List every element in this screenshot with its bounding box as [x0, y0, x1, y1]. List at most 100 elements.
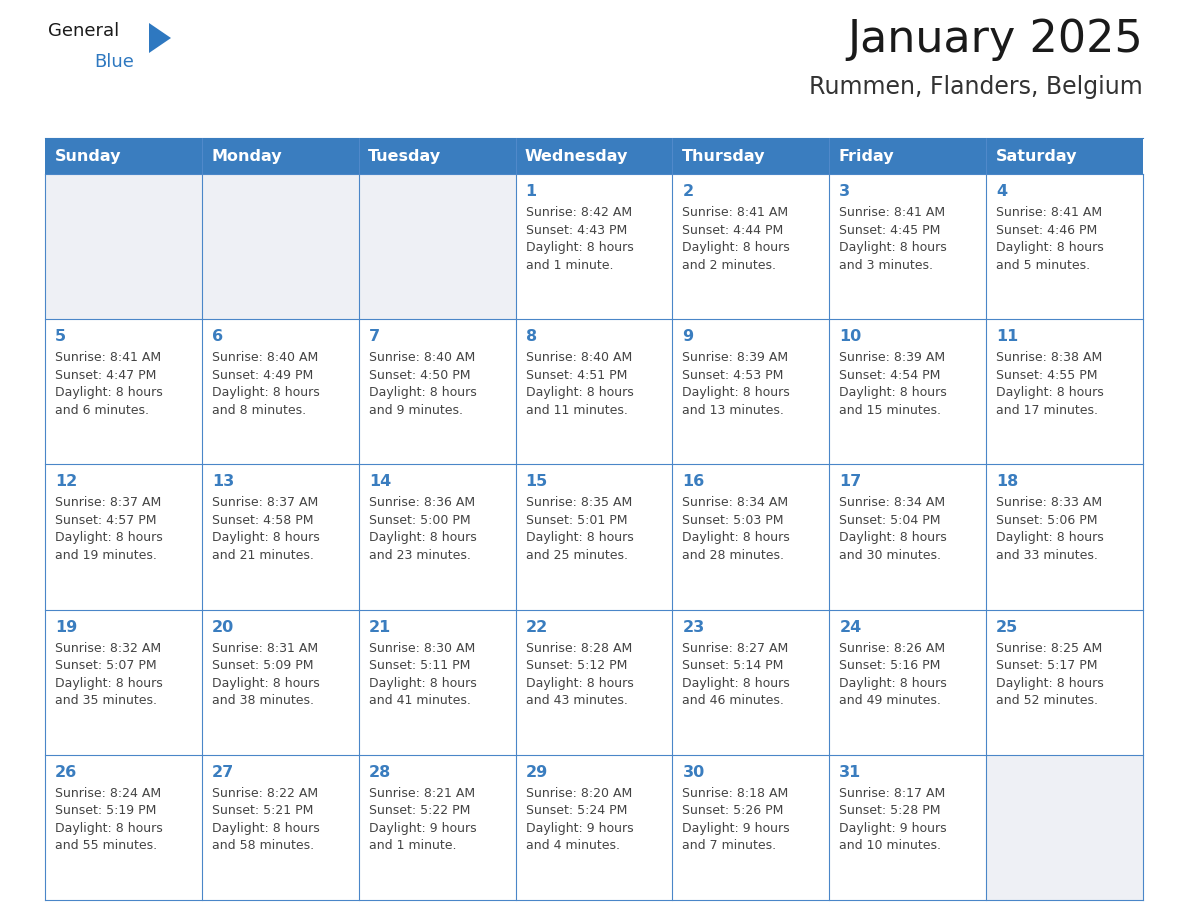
- Text: 2: 2: [682, 184, 694, 199]
- Bar: [672, 755, 829, 900]
- Text: General: General: [48, 22, 119, 40]
- Bar: [516, 465, 672, 610]
- Text: Sunrise: 8:41 AM
Sunset: 4:44 PM
Daylight: 8 hours
and 2 minutes.: Sunrise: 8:41 AM Sunset: 4:44 PM Dayligh…: [682, 206, 790, 272]
- Text: 9: 9: [682, 330, 694, 344]
- Bar: [829, 610, 986, 755]
- Bar: [986, 610, 1143, 755]
- Text: Sunrise: 8:40 AM
Sunset: 4:49 PM
Daylight: 8 hours
and 8 minutes.: Sunrise: 8:40 AM Sunset: 4:49 PM Dayligh…: [211, 352, 320, 417]
- Bar: [672, 138, 829, 174]
- Text: Sunrise: 8:41 AM
Sunset: 4:47 PM
Daylight: 8 hours
and 6 minutes.: Sunrise: 8:41 AM Sunset: 4:47 PM Dayligh…: [55, 352, 163, 417]
- Text: Sunrise: 8:20 AM
Sunset: 5:24 PM
Daylight: 9 hours
and 4 minutes.: Sunrise: 8:20 AM Sunset: 5:24 PM Dayligh…: [525, 787, 633, 852]
- Text: 16: 16: [682, 475, 704, 489]
- Text: Monday: Monday: [211, 149, 282, 163]
- Text: Sunrise: 8:33 AM
Sunset: 5:06 PM
Daylight: 8 hours
and 33 minutes.: Sunrise: 8:33 AM Sunset: 5:06 PM Dayligh…: [997, 497, 1104, 562]
- Bar: [516, 174, 672, 319]
- Text: 23: 23: [682, 620, 704, 634]
- Text: Thursday: Thursday: [682, 149, 765, 163]
- Bar: [516, 319, 672, 465]
- Text: Friday: Friday: [839, 149, 895, 163]
- Text: Sunrise: 8:18 AM
Sunset: 5:26 PM
Daylight: 9 hours
and 7 minutes.: Sunrise: 8:18 AM Sunset: 5:26 PM Dayligh…: [682, 787, 790, 852]
- Text: Sunrise: 8:37 AM
Sunset: 4:58 PM
Daylight: 8 hours
and 21 minutes.: Sunrise: 8:37 AM Sunset: 4:58 PM Dayligh…: [211, 497, 320, 562]
- Text: 10: 10: [839, 330, 861, 344]
- Text: 21: 21: [368, 620, 391, 634]
- Bar: [359, 755, 516, 900]
- Bar: [986, 174, 1143, 319]
- Bar: [986, 319, 1143, 465]
- Text: Sunrise: 8:42 AM
Sunset: 4:43 PM
Daylight: 8 hours
and 1 minute.: Sunrise: 8:42 AM Sunset: 4:43 PM Dayligh…: [525, 206, 633, 272]
- Text: Sunrise: 8:24 AM
Sunset: 5:19 PM
Daylight: 8 hours
and 55 minutes.: Sunrise: 8:24 AM Sunset: 5:19 PM Dayligh…: [55, 787, 163, 852]
- Text: Sunrise: 8:31 AM
Sunset: 5:09 PM
Daylight: 8 hours
and 38 minutes.: Sunrise: 8:31 AM Sunset: 5:09 PM Dayligh…: [211, 642, 320, 707]
- Text: Rummen, Flanders, Belgium: Rummen, Flanders, Belgium: [809, 75, 1143, 99]
- Bar: [359, 174, 516, 319]
- Bar: [829, 138, 986, 174]
- Bar: [516, 138, 672, 174]
- Text: Sunrise: 8:34 AM
Sunset: 5:03 PM
Daylight: 8 hours
and 28 minutes.: Sunrise: 8:34 AM Sunset: 5:03 PM Dayligh…: [682, 497, 790, 562]
- Bar: [672, 174, 829, 319]
- Bar: [986, 465, 1143, 610]
- Text: 12: 12: [55, 475, 77, 489]
- Bar: [202, 755, 359, 900]
- Text: 31: 31: [839, 765, 861, 779]
- Bar: [45, 755, 202, 900]
- Text: Sunrise: 8:39 AM
Sunset: 4:54 PM
Daylight: 8 hours
and 15 minutes.: Sunrise: 8:39 AM Sunset: 4:54 PM Dayligh…: [839, 352, 947, 417]
- Bar: [202, 465, 359, 610]
- Text: Sunrise: 8:39 AM
Sunset: 4:53 PM
Daylight: 8 hours
and 13 minutes.: Sunrise: 8:39 AM Sunset: 4:53 PM Dayligh…: [682, 352, 790, 417]
- Text: 7: 7: [368, 330, 380, 344]
- Bar: [516, 610, 672, 755]
- Text: Blue: Blue: [94, 53, 134, 71]
- Bar: [202, 319, 359, 465]
- Bar: [829, 755, 986, 900]
- Text: Sunrise: 8:34 AM
Sunset: 5:04 PM
Daylight: 8 hours
and 30 minutes.: Sunrise: 8:34 AM Sunset: 5:04 PM Dayligh…: [839, 497, 947, 562]
- Bar: [359, 138, 516, 174]
- Bar: [672, 319, 829, 465]
- Bar: [672, 610, 829, 755]
- Bar: [45, 319, 202, 465]
- Text: 20: 20: [211, 620, 234, 634]
- Text: 18: 18: [997, 475, 1018, 489]
- Bar: [359, 465, 516, 610]
- Text: 29: 29: [525, 765, 548, 779]
- Text: 8: 8: [525, 330, 537, 344]
- Text: Sunrise: 8:28 AM
Sunset: 5:12 PM
Daylight: 8 hours
and 43 minutes.: Sunrise: 8:28 AM Sunset: 5:12 PM Dayligh…: [525, 642, 633, 707]
- Text: January 2025: January 2025: [847, 18, 1143, 61]
- Text: Tuesday: Tuesday: [368, 149, 441, 163]
- Text: Saturday: Saturday: [996, 149, 1078, 163]
- Bar: [986, 755, 1143, 900]
- Text: Sunrise: 8:25 AM
Sunset: 5:17 PM
Daylight: 8 hours
and 52 minutes.: Sunrise: 8:25 AM Sunset: 5:17 PM Dayligh…: [997, 642, 1104, 707]
- Text: 22: 22: [525, 620, 548, 634]
- Bar: [672, 465, 829, 610]
- Text: 26: 26: [55, 765, 77, 779]
- Text: 27: 27: [211, 765, 234, 779]
- Text: Sunrise: 8:41 AM
Sunset: 4:45 PM
Daylight: 8 hours
and 3 minutes.: Sunrise: 8:41 AM Sunset: 4:45 PM Dayligh…: [839, 206, 947, 272]
- Text: Sunrise: 8:37 AM
Sunset: 4:57 PM
Daylight: 8 hours
and 19 minutes.: Sunrise: 8:37 AM Sunset: 4:57 PM Dayligh…: [55, 497, 163, 562]
- Text: Sunrise: 8:30 AM
Sunset: 5:11 PM
Daylight: 8 hours
and 41 minutes.: Sunrise: 8:30 AM Sunset: 5:11 PM Dayligh…: [368, 642, 476, 707]
- Bar: [516, 755, 672, 900]
- Text: Sunrise: 8:22 AM
Sunset: 5:21 PM
Daylight: 8 hours
and 58 minutes.: Sunrise: 8:22 AM Sunset: 5:21 PM Dayligh…: [211, 787, 320, 852]
- Text: Sunrise: 8:36 AM
Sunset: 5:00 PM
Daylight: 8 hours
and 23 minutes.: Sunrise: 8:36 AM Sunset: 5:00 PM Dayligh…: [368, 497, 476, 562]
- Text: 5: 5: [55, 330, 67, 344]
- Text: Sunrise: 8:40 AM
Sunset: 4:51 PM
Daylight: 8 hours
and 11 minutes.: Sunrise: 8:40 AM Sunset: 4:51 PM Dayligh…: [525, 352, 633, 417]
- Text: Sunrise: 8:32 AM
Sunset: 5:07 PM
Daylight: 8 hours
and 35 minutes.: Sunrise: 8:32 AM Sunset: 5:07 PM Dayligh…: [55, 642, 163, 707]
- Text: 14: 14: [368, 475, 391, 489]
- Text: Sunday: Sunday: [55, 149, 121, 163]
- Text: Sunrise: 8:41 AM
Sunset: 4:46 PM
Daylight: 8 hours
and 5 minutes.: Sunrise: 8:41 AM Sunset: 4:46 PM Dayligh…: [997, 206, 1104, 272]
- Bar: [45, 465, 202, 610]
- Text: 11: 11: [997, 330, 1018, 344]
- Bar: [202, 138, 359, 174]
- Text: 15: 15: [525, 475, 548, 489]
- Bar: [829, 465, 986, 610]
- Bar: [829, 319, 986, 465]
- Text: 4: 4: [997, 184, 1007, 199]
- Text: 17: 17: [839, 475, 861, 489]
- Text: 28: 28: [368, 765, 391, 779]
- Text: 24: 24: [839, 620, 861, 634]
- Bar: [359, 610, 516, 755]
- Bar: [986, 138, 1143, 174]
- Bar: [359, 319, 516, 465]
- Text: Wednesday: Wednesday: [525, 149, 628, 163]
- Text: 30: 30: [682, 765, 704, 779]
- Bar: [45, 610, 202, 755]
- Text: 1: 1: [525, 184, 537, 199]
- Bar: [45, 174, 202, 319]
- Text: Sunrise: 8:35 AM
Sunset: 5:01 PM
Daylight: 8 hours
and 25 minutes.: Sunrise: 8:35 AM Sunset: 5:01 PM Dayligh…: [525, 497, 633, 562]
